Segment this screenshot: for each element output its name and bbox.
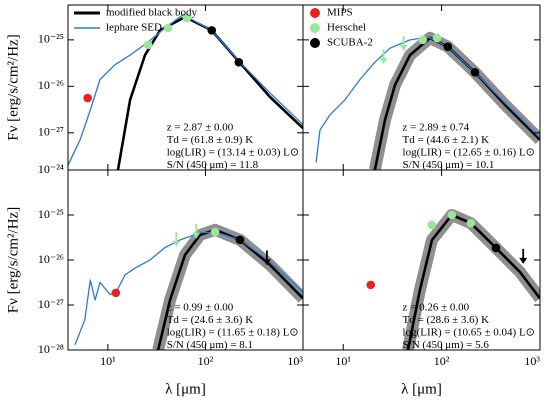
upper-limit — [262, 250, 271, 266]
upper-limit — [519, 248, 528, 264]
data-point — [443, 42, 453, 52]
y-tick-label: 10⁻²⁶ — [38, 78, 64, 92]
legend-swatch — [310, 38, 320, 48]
data-point — [491, 243, 501, 253]
plot-area — [68, 13, 303, 170]
annotation: z = 2.87 ± 0.00 — [167, 122, 234, 134]
plot-area — [366, 209, 540, 350]
y-tick-label: 10⁻²⁶ — [38, 252, 64, 266]
data-point — [111, 288, 121, 298]
plot-area — [315, 31, 540, 170]
plot-area — [74, 223, 303, 350]
data-point — [432, 33, 442, 43]
upper-limit — [379, 49, 388, 65]
x-tick-label: 10¹ — [100, 354, 116, 368]
y-axis-label: Fν [erg/s/cm²/Hz] — [5, 34, 21, 140]
annotation: S/N (450 μm) = 8.1 — [167, 339, 253, 351]
y-tick-label: 10⁻²⁵ — [38, 32, 64, 46]
annotation: S/N (450 μm) = 10.1 — [403, 159, 495, 171]
upper-limit-head — [399, 44, 408, 51]
upper-limit-head — [172, 240, 181, 247]
y-tick-label: 10⁻²⁴ — [38, 162, 64, 176]
legend-swatch — [310, 23, 320, 33]
upper-limit — [399, 35, 408, 51]
y-axis-label: Fν [erg/s/cm²/Hz] — [5, 207, 21, 313]
x-tick-label: 10³ — [287, 354, 303, 368]
data-point — [182, 13, 192, 23]
data-point — [427, 220, 437, 230]
legend-swatch — [310, 8, 320, 18]
panel: 10¹ 10² 10³ 10⁻²⁴ 10⁻²⁵ 10⁻²⁶ 10⁻²⁷ 10⁻²⁸ z = 0.… — [5, 162, 304, 397]
y-tick-label: 10⁻²⁸ — [38, 342, 64, 356]
legend-label: lephare SED — [106, 22, 162, 34]
annotation: log(LIR) = (13.14 ± 0.03) L⊙ — [167, 147, 299, 159]
upper-limit-head — [379, 58, 388, 65]
annotation: Td = (44.6 ± 2.1) K — [403, 134, 490, 146]
x-axis-label: λ [μm] — [401, 381, 442, 397]
legend-label: Herschel — [327, 22, 366, 34]
legend-label: modified black body — [106, 7, 198, 19]
y-tick-label: 10⁻²⁷ — [38, 125, 64, 139]
x-tick-label: 10² — [434, 354, 450, 368]
upper-limit — [192, 223, 201, 239]
data-point — [466, 218, 476, 228]
y-tick-label: 10⁻²⁵ — [38, 207, 64, 221]
annotation: S/N (450 μm) = 5.6 — [403, 339, 490, 351]
upper-limit-head — [192, 232, 201, 239]
data-point — [234, 57, 244, 67]
data-point — [235, 235, 245, 245]
annotation: z = 0.26 ± 0.00 — [403, 302, 470, 314]
data-point — [163, 23, 173, 33]
annotation: z = 0.99 ± 0.00 — [167, 302, 234, 314]
legend-label: SCUBA-2 — [327, 37, 373, 49]
y-tick-label: 10⁻²⁷ — [38, 297, 64, 311]
upper-limit — [172, 231, 181, 247]
annotation: Td = (61.8 ± 0.9) K — [167, 134, 254, 146]
x-tick-label: 10³ — [524, 354, 540, 368]
data-point — [447, 210, 457, 220]
data-point — [207, 26, 217, 35]
data-point — [470, 68, 480, 77]
sed-line — [406, 213, 540, 350]
sed-line — [74, 231, 303, 346]
annotation: Td = (24.6 ± 3.6) K — [167, 314, 254, 326]
x-tick-label: 10² — [198, 354, 214, 368]
annotation: Td = (28.6 ± 3.6) K — [403, 314, 490, 326]
panel-frame — [302, 169, 541, 351]
x-axis-label: λ [μm] — [165, 381, 206, 397]
data-point — [83, 93, 92, 103]
annotation: z = 2.89 ± 0.74 — [403, 122, 470, 134]
upper-limit-head — [262, 259, 271, 266]
annotation: log(LIR) = (12.65 ± 0.16) L⊙ — [403, 147, 535, 159]
upper-limit-head — [519, 257, 528, 264]
data-point — [366, 280, 376, 290]
annotation: log(LIR) = (10.65 ± 0.04) L⊙ — [403, 327, 535, 339]
legend-label: MIPS — [327, 7, 353, 19]
annotation: S/N (450 μm) = 11.8 — [167, 159, 259, 171]
data-point — [418, 35, 428, 45]
annotation: log(LIR) = (11.65 ± 0.18) L⊙ — [167, 327, 299, 339]
data-point — [210, 227, 220, 237]
data-point — [143, 40, 153, 50]
x-tick-label: 10¹ — [335, 354, 351, 368]
